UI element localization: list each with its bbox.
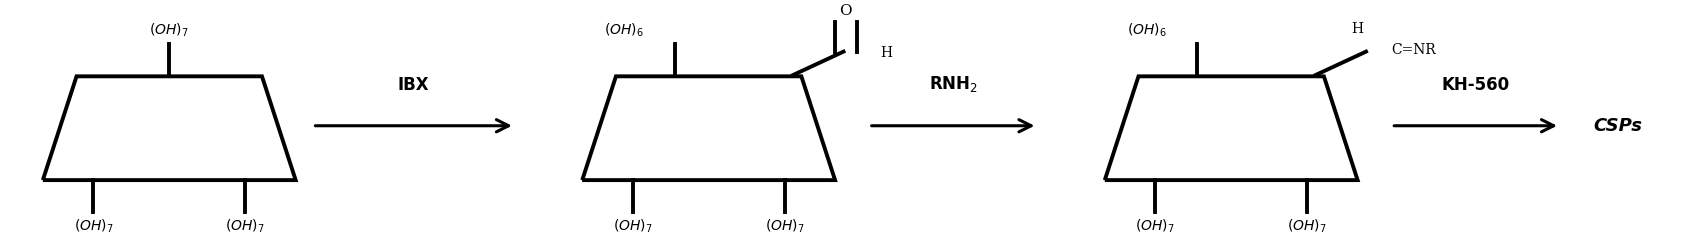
Text: $(OH)_7$: $(OH)_7$ <box>1135 217 1176 234</box>
Text: CSPs: CSPs <box>1594 117 1643 135</box>
Text: $(OH)_6$: $(OH)_6$ <box>1127 22 1167 39</box>
Text: RNH$_2$: RNH$_2$ <box>930 74 977 94</box>
Text: $(OH)_7$: $(OH)_7$ <box>150 22 189 39</box>
Text: $(OH)_7$: $(OH)_7$ <box>74 217 113 234</box>
Text: IBX: IBX <box>398 76 430 94</box>
Text: $(OH)_7$: $(OH)_7$ <box>764 217 805 234</box>
Text: H: H <box>881 46 892 60</box>
Text: O: O <box>838 4 852 18</box>
Text: $(OH)_7$: $(OH)_7$ <box>1287 217 1328 234</box>
Text: $(OH)_7$: $(OH)_7$ <box>226 217 265 234</box>
Text: H: H <box>1351 22 1363 36</box>
Text: $(OH)_7$: $(OH)_7$ <box>612 217 653 234</box>
Text: KH-560: KH-560 <box>1442 76 1510 94</box>
Text: $(OH)_6$: $(OH)_6$ <box>604 22 644 39</box>
Text: C=NR: C=NR <box>1392 43 1436 57</box>
